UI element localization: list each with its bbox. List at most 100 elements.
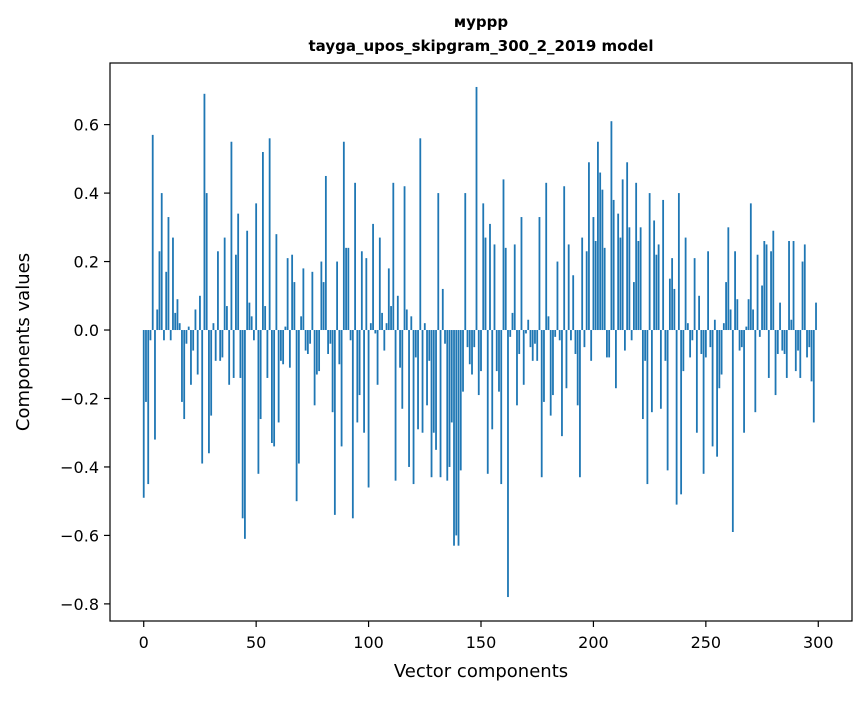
bar-294 <box>803 244 806 331</box>
bar-161 <box>504 247 507 331</box>
bar-123 <box>419 138 422 331</box>
bar-157 <box>495 330 498 372</box>
bar-238 <box>677 193 680 331</box>
bar-5 <box>154 330 156 440</box>
bar-67 <box>293 282 296 331</box>
bar-117 <box>405 309 408 331</box>
bar-295 <box>806 330 808 358</box>
bar-144 <box>466 330 469 348</box>
bar-185 <box>558 330 561 341</box>
bar-266 <box>740 330 743 348</box>
bar-170 <box>525 330 527 334</box>
bar-174 <box>534 330 536 344</box>
bar-163 <box>509 330 512 337</box>
bar-198 <box>588 162 590 331</box>
bar-14 <box>174 312 177 331</box>
bar-23 <box>194 309 197 331</box>
bar-77 <box>315 330 318 375</box>
bar-188 <box>565 330 568 389</box>
bar-45 <box>244 330 246 539</box>
bar-38 <box>228 330 231 385</box>
bar-74 <box>309 330 312 344</box>
bar-233 <box>666 330 669 471</box>
bar-32 <box>214 330 217 361</box>
bar-169 <box>522 330 525 385</box>
bar-171 <box>527 319 530 331</box>
bar-99 <box>365 258 368 331</box>
bar-181 <box>549 330 552 416</box>
bar-246 <box>695 330 698 433</box>
bar-107 <box>383 330 386 351</box>
bar-151 <box>482 203 485 331</box>
bar-51 <box>257 330 260 474</box>
bar-263 <box>734 251 736 331</box>
chart-subtitle: tayga_upos_skipgram_300_2_2019 model <box>309 37 654 55</box>
bar-257 <box>720 330 723 375</box>
bar-221 <box>639 227 642 331</box>
bar-85 <box>333 330 336 515</box>
bar-166 <box>516 330 518 406</box>
bar-160 <box>502 179 505 331</box>
bar-242 <box>686 323 689 331</box>
bar-137 <box>450 330 453 423</box>
bar-207 <box>608 330 611 358</box>
bar-190 <box>570 330 572 341</box>
bar-41 <box>235 254 237 331</box>
bar-243 <box>689 330 692 358</box>
plot-frame <box>109 62 853 622</box>
bar-37 <box>226 306 228 331</box>
bar-231 <box>662 199 665 331</box>
bar-272 <box>754 330 757 413</box>
bar-34 <box>219 330 222 361</box>
bar-201 <box>594 241 597 331</box>
bar-275 <box>761 285 763 331</box>
bar-267 <box>743 330 745 433</box>
bar-290 <box>794 330 797 372</box>
bar-75 <box>311 271 314 331</box>
bar-22 <box>192 330 195 351</box>
bar-141 <box>459 330 462 471</box>
y-tick-label-7: 0.6 <box>74 116 99 135</box>
bar-134 <box>444 330 446 344</box>
bar-138 <box>453 330 455 546</box>
bar-279 <box>770 251 772 331</box>
bar-254 <box>713 319 716 331</box>
bar-148 <box>475 86 478 331</box>
bar-127 <box>428 330 431 361</box>
bar-54 <box>264 306 267 331</box>
bar-25 <box>199 295 201 331</box>
bar-78 <box>318 330 321 372</box>
y-tick-label-6: 0.4 <box>74 184 99 203</box>
bar-143 <box>464 193 467 331</box>
bar-105 <box>378 237 381 331</box>
bar-223 <box>644 330 647 361</box>
bar-156 <box>493 244 496 331</box>
bar-133 <box>441 288 444 331</box>
bar-135 <box>446 330 449 481</box>
bar-76 <box>313 330 316 406</box>
bar-53 <box>262 152 264 331</box>
x-tick-label-3: 150 <box>466 633 497 652</box>
bar-94 <box>354 182 356 331</box>
bar-244 <box>691 330 694 341</box>
bar-28 <box>205 193 208 331</box>
bar-271 <box>752 309 754 331</box>
bar-273 <box>756 254 759 331</box>
bar-227 <box>653 220 656 331</box>
bar-232 <box>664 330 667 361</box>
bar-142 <box>462 330 464 392</box>
bar-247 <box>698 295 700 331</box>
bar-211 <box>617 213 620 331</box>
bar-92 <box>349 330 352 341</box>
bar-108 <box>385 323 388 331</box>
bar-297 <box>810 330 813 382</box>
bar-205 <box>603 247 606 331</box>
bar-132 <box>439 330 442 478</box>
bar-126 <box>426 330 428 406</box>
bar-42 <box>237 213 240 331</box>
bar-12 <box>169 330 172 341</box>
bar-261 <box>729 309 732 331</box>
bar-88 <box>340 330 343 447</box>
bar-124 <box>421 330 424 433</box>
